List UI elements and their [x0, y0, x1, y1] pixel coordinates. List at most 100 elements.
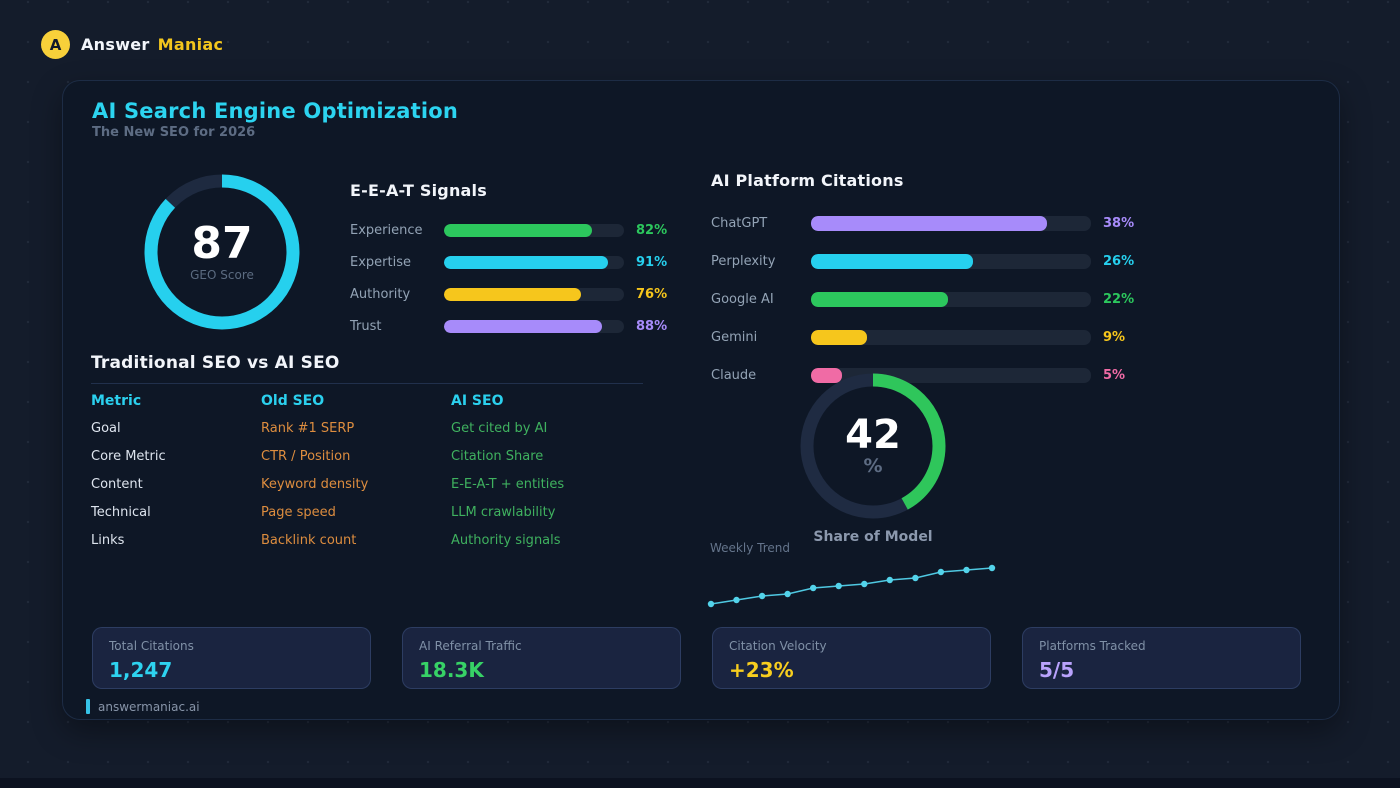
footer-accent-bar [86, 699, 90, 714]
geo-score-donut-chart [144, 174, 300, 330]
ai-platform-citations-section: AI Platform Citations ChatGPT 38% Perple… [711, 171, 1143, 394]
bar-row: Expertise 91% [350, 246, 676, 278]
trend-point [707, 600, 715, 608]
bottom-edge-strip [0, 778, 1400, 788]
dashboard-panel: AI Search Engine Optimization The New SE… [62, 80, 1340, 720]
stat-value: 5/5 [1039, 658, 1075, 682]
bar-value: 26% [1103, 253, 1135, 269]
bar-row: ChatGPT 38% [711, 204, 1143, 242]
bar-value: 38% [1103, 215, 1135, 231]
footer-brand: answermaniac.ai [86, 699, 200, 714]
bar-fill [811, 329, 867, 345]
brand-logo-letter: A [49, 35, 62, 54]
seo-comparison-table: Traditional SEO vs AI SEO Metric Old SEO… [91, 353, 643, 554]
bar-track [811, 291, 1091, 307]
table-row: Technical Page speed LLM crawlability [91, 498, 643, 526]
eeat-bar-list: Experience 82% Expertise 91% Authority 7… [350, 214, 676, 342]
bar-label: Gemini [711, 329, 758, 345]
stat-label: Total Citations [109, 639, 194, 653]
bar-fill [444, 319, 603, 333]
trend-point [810, 584, 817, 592]
brand-logo[interactable]: A [41, 30, 70, 59]
geo-score-gauge: 87 GEO Score [142, 172, 302, 332]
page-subtitle: The New SEO for 2026 [92, 125, 256, 140]
share-of-model-label: Share of Model [813, 529, 933, 545]
trend-point [784, 590, 791, 598]
table-header-metric: Metric [91, 393, 142, 409]
table-body: Goal Rank #1 SERP Get cited by AI Core M… [91, 414, 643, 554]
page-title: AI Search Engine Optimization [92, 99, 459, 123]
table-cell-ai-seo: Authority signals [451, 532, 561, 548]
trend-point [733, 596, 740, 604]
bar-label: ChatGPT [711, 215, 768, 231]
stat-value: +23% [729, 658, 794, 682]
bar-value: 76% [636, 286, 668, 302]
bar-label: Expertise [350, 254, 411, 270]
table-cell-old-seo: Rank #1 SERP [261, 420, 355, 436]
table-cell-metric: Core Metric [91, 448, 166, 464]
share-of-model-value: 42 [845, 412, 901, 458]
stat-card: Total Citations 1,247 [92, 627, 371, 689]
share-of-model-unit: % [863, 455, 883, 477]
table-divider [91, 383, 643, 384]
bar-fill [811, 253, 973, 269]
table-header-ai-seo: AI SEO [451, 393, 504, 409]
brand-name[interactable]: Answer Maniac [81, 35, 223, 54]
stat-card: Platforms Tracked 5/5 [1022, 627, 1301, 689]
table-cell-ai-seo: Citation Share [451, 448, 544, 464]
table-row: Goal Rank #1 SERP Get cited by AI [91, 414, 643, 442]
table-row: Links Backlink count Authority signals [91, 526, 643, 554]
table-cell-old-seo: Keyword density [261, 476, 369, 492]
weekly-trend-label: Weekly Trend [710, 541, 790, 555]
bar-row: Trust 88% [350, 310, 676, 342]
bar-track [444, 319, 624, 333]
trend-line [710, 567, 993, 605]
table-row: Content Keyword density E-E-A-T + entiti… [91, 470, 643, 498]
bar-value: 9% [1103, 329, 1126, 345]
bar-label: Google AI [711, 291, 774, 307]
bar-value: 5% [1103, 367, 1126, 383]
table-cell-old-seo: CTR / Position [261, 448, 351, 464]
bar-fill [444, 287, 581, 301]
table-cell-metric: Technical [91, 504, 151, 520]
bar-track [811, 215, 1091, 231]
table-row: Core Metric CTR / Position Citation Shar… [91, 442, 643, 470]
header: A Answer Maniac [41, 30, 223, 59]
table-cell-ai-seo: LLM crawlability [451, 504, 556, 520]
table-cell-ai-seo: E-E-A-T + entities [451, 476, 565, 492]
trend-point [758, 592, 766, 600]
trend-point [835, 582, 842, 590]
trend-point [988, 564, 996, 572]
stat-label: Citation Velocity [729, 639, 827, 653]
stat-value: 1,247 [109, 658, 173, 682]
stat-card: Citation Velocity +23% [712, 627, 991, 689]
table-header-old-seo: Old SEO [261, 393, 325, 409]
trend-point [912, 574, 919, 582]
bar-track [811, 253, 1091, 269]
geo-score-label: GEO Score [190, 268, 254, 282]
stat-label: Platforms Tracked [1039, 639, 1146, 653]
trend-point [861, 580, 868, 588]
comparison-table-title: Traditional SEO vs AI SEO [91, 353, 340, 373]
trend-point [963, 566, 970, 574]
table-cell-metric: Links [91, 532, 125, 548]
bar-value: 91% [636, 254, 668, 270]
citations-bar-list: ChatGPT 38% Perplexity 26% Google AI 22%… [711, 204, 1143, 394]
bar-label: Authority [350, 286, 411, 302]
stat-label: AI Referral Traffic [419, 639, 522, 653]
bar-fill [811, 367, 843, 383]
table-header-row: Metric Old SEO AI SEO [91, 388, 643, 414]
table-cell-metric: Goal [91, 420, 121, 436]
bar-row: Google AI 22% [711, 280, 1143, 318]
bar-fill [444, 255, 608, 269]
table-cell-metric: Content [91, 476, 143, 492]
bar-track [444, 223, 624, 237]
brand-name-accent: Maniac [157, 35, 224, 54]
bar-value: 82% [636, 222, 668, 238]
trend-point [886, 576, 893, 584]
footer-domain: answermaniac.ai [98, 699, 200, 714]
bar-label: Claude [711, 367, 757, 383]
bar-row: Gemini 9% [711, 318, 1143, 356]
eeat-signals-section: E-E-A-T Signals Experience 82% Expertise… [350, 181, 676, 342]
bar-track [444, 255, 624, 269]
